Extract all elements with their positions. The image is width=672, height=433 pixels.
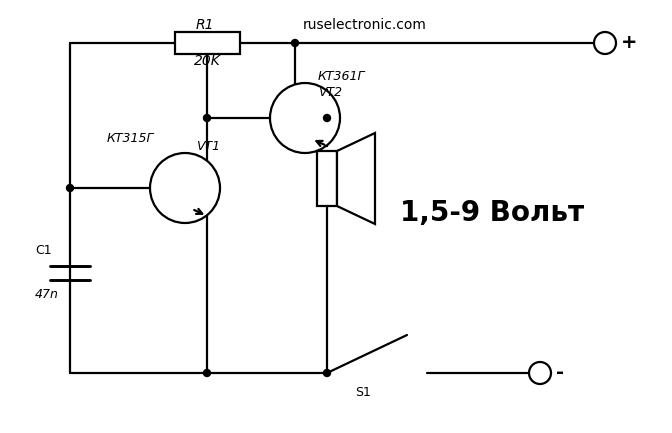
Text: 47n: 47n — [35, 288, 59, 301]
Circle shape — [529, 362, 551, 384]
Circle shape — [270, 83, 340, 153]
Text: VT2: VT2 — [318, 85, 342, 98]
Circle shape — [323, 114, 331, 122]
Text: S1: S1 — [355, 387, 371, 400]
Text: C1: C1 — [35, 245, 52, 258]
Circle shape — [594, 32, 616, 54]
Circle shape — [150, 153, 220, 223]
Text: 20K: 20K — [194, 54, 220, 68]
Polygon shape — [337, 133, 375, 224]
Text: 1,5-9 Вольт: 1,5-9 Вольт — [400, 199, 584, 227]
Circle shape — [204, 369, 210, 377]
Text: +: + — [621, 33, 638, 52]
Circle shape — [292, 39, 298, 46]
Bar — [175, 32, 240, 54]
Text: R1: R1 — [196, 18, 214, 32]
Text: -: - — [556, 363, 564, 382]
Circle shape — [323, 369, 331, 377]
Text: КT361Г: КT361Г — [318, 70, 366, 83]
Text: VT1: VT1 — [196, 139, 220, 152]
Text: КT315Г: КT315Г — [107, 132, 155, 145]
Text: ruselectronic.com: ruselectronic.com — [303, 18, 427, 32]
Circle shape — [204, 114, 210, 122]
Circle shape — [67, 184, 73, 191]
Bar — [317, 151, 337, 206]
